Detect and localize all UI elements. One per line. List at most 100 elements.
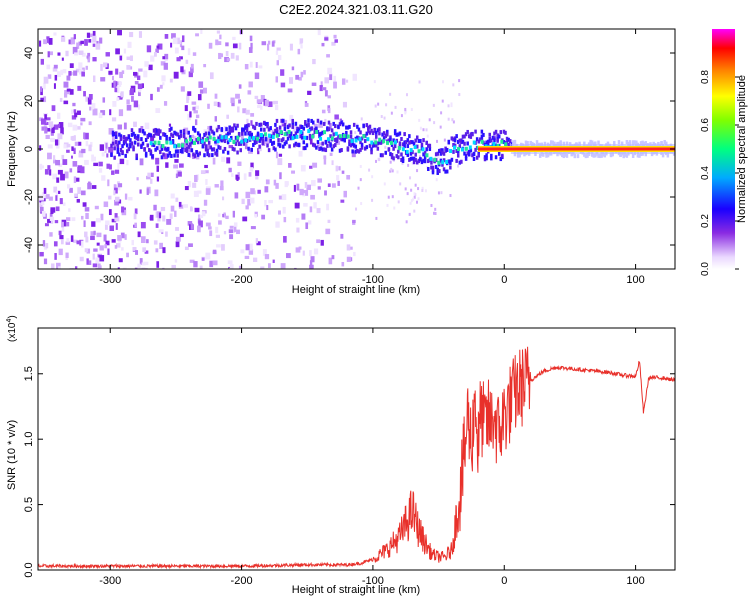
spectrogram-cell bbox=[452, 83, 455, 87]
spectrogram-cell bbox=[543, 141, 547, 146]
spectrogram-cell bbox=[49, 213, 53, 221]
spectrogram-cell bbox=[86, 248, 91, 254]
spectrogram-cell bbox=[300, 165, 306, 172]
spectrogram-cell bbox=[386, 132, 389, 137]
spectrogram-cell bbox=[135, 156, 138, 161]
spectrogram-cell bbox=[149, 151, 153, 156]
spectrogram-cell bbox=[162, 56, 165, 60]
spectrogram-cell bbox=[363, 146, 367, 151]
spectrogram-cell bbox=[479, 137, 482, 142]
spectrogram-cell bbox=[327, 95, 331, 99]
spectrogram-cell bbox=[116, 97, 120, 102]
spectrogram-cell bbox=[373, 80, 376, 84]
spectrogram-cell bbox=[313, 143, 317, 148]
spectrogram-cell bbox=[327, 127, 331, 132]
spectrogram-cell bbox=[578, 141, 581, 146]
spectrogram-cell bbox=[114, 199, 120, 206]
spectrogram-cell bbox=[342, 133, 346, 138]
spectrogram-cell bbox=[175, 236, 181, 242]
spectrogram-cell bbox=[471, 132, 474, 137]
spectrogram-cell bbox=[488, 132, 491, 137]
spectrogram-cell bbox=[282, 144, 285, 149]
spectrogram-cell bbox=[276, 60, 280, 66]
spectrogram-cell bbox=[92, 57, 97, 62]
spectrogram-cell bbox=[428, 118, 431, 122]
spectrogram-cell bbox=[234, 192, 239, 199]
spectrogram-cell bbox=[323, 157, 327, 165]
spectrogram-cell bbox=[559, 140, 562, 145]
spectrogram-cell bbox=[469, 134, 473, 139]
spectrogram-cell bbox=[226, 114, 229, 119]
spectrogram-cell bbox=[431, 165, 435, 170]
spectrogram-cell bbox=[271, 135, 275, 140]
spectrogram-cell bbox=[529, 140, 532, 145]
spectrogram-cell bbox=[415, 135, 419, 140]
spectrogram-cell bbox=[401, 142, 405, 147]
spectrogram-cell bbox=[162, 247, 166, 254]
spectrogram-cell bbox=[175, 227, 179, 231]
spectrogram-cell bbox=[409, 201, 412, 205]
spectrogram-cell bbox=[117, 162, 120, 169]
snr-y-label: SNR (10 * v/v) bbox=[6, 420, 18, 490]
spectrogram-cell bbox=[264, 99, 269, 107]
spectrogram-cell bbox=[138, 87, 142, 91]
spectrogram-cell bbox=[178, 135, 181, 140]
spectrogram-cell bbox=[458, 160, 462, 165]
spectrogram-cell bbox=[193, 127, 197, 132]
spectrogram-cell bbox=[47, 74, 52, 79]
spectrogram-cell bbox=[412, 156, 416, 161]
spectrogram-cell bbox=[453, 138, 457, 143]
spectrogram-cell bbox=[565, 153, 569, 158]
spectrogram-cell bbox=[393, 140, 397, 145]
spectrogram-cell bbox=[313, 202, 317, 209]
spectrogram-cell bbox=[315, 129, 319, 134]
spectrogram-cell bbox=[375, 134, 378, 139]
spectrogram-cell bbox=[236, 123, 239, 128]
spectrogram-cell bbox=[143, 147, 146, 152]
spectrogram-cell bbox=[108, 70, 113, 75]
spectrogram-cell bbox=[81, 148, 86, 154]
spectrogram-cell bbox=[41, 201, 45, 206]
spectrogram-cell bbox=[84, 248, 88, 253]
spectrogram-cell bbox=[334, 131, 338, 136]
spectrogram-cell bbox=[265, 137, 270, 144]
spectrogram-cell bbox=[181, 45, 185, 51]
spectrogram-cell bbox=[208, 226, 212, 230]
spectrogram-cell bbox=[313, 127, 317, 132]
spectrogram-cell bbox=[123, 122, 127, 130]
spectrogram-cell bbox=[237, 106, 240, 113]
spectrogram-cell bbox=[469, 132, 473, 137]
spectrogram-cell bbox=[440, 191, 443, 195]
spectrogram-cell bbox=[586, 153, 589, 158]
spectrogram-cell bbox=[65, 50, 69, 57]
spectrogram-cell bbox=[351, 149, 354, 154]
spectrogram-cell bbox=[131, 95, 134, 102]
spectrogram-cell bbox=[411, 150, 414, 155]
spectrogram-cell bbox=[159, 129, 162, 134]
spectrogram-cell bbox=[317, 144, 320, 148]
spectrogram-cell bbox=[93, 162, 99, 167]
spectrogram-cell bbox=[111, 141, 115, 146]
spectrogram-cell bbox=[85, 212, 89, 220]
spectrogram-cell bbox=[305, 135, 309, 140]
spectrogram-cell bbox=[170, 126, 173, 131]
spectrogram-cell bbox=[197, 225, 201, 233]
spectrogram-cell bbox=[242, 216, 248, 222]
spectrogram-cell bbox=[447, 117, 450, 121]
spectrogram-cell bbox=[355, 207, 358, 211]
spectrogram-cell bbox=[452, 120, 455, 124]
spectrogram-cell bbox=[366, 137, 370, 142]
spectrogram-cell bbox=[146, 239, 149, 244]
spectrogram-cell bbox=[66, 217, 71, 222]
spectrogram-cell bbox=[108, 195, 112, 200]
spectrogram-cell bbox=[480, 137, 484, 142]
spectrogram-cell bbox=[137, 75, 141, 81]
spectrogram-cell bbox=[560, 152, 564, 157]
spectrogram-cell bbox=[118, 152, 121, 157]
spectrogram-cell bbox=[180, 86, 185, 92]
spectrogram-cell bbox=[393, 206, 396, 210]
spectrogram-cell bbox=[329, 143, 332, 148]
spectrogram-y-label: Frequency (Hz) bbox=[6, 111, 18, 187]
spectrogram-cell bbox=[350, 138, 354, 143]
spectrogram-cell bbox=[341, 137, 345, 142]
